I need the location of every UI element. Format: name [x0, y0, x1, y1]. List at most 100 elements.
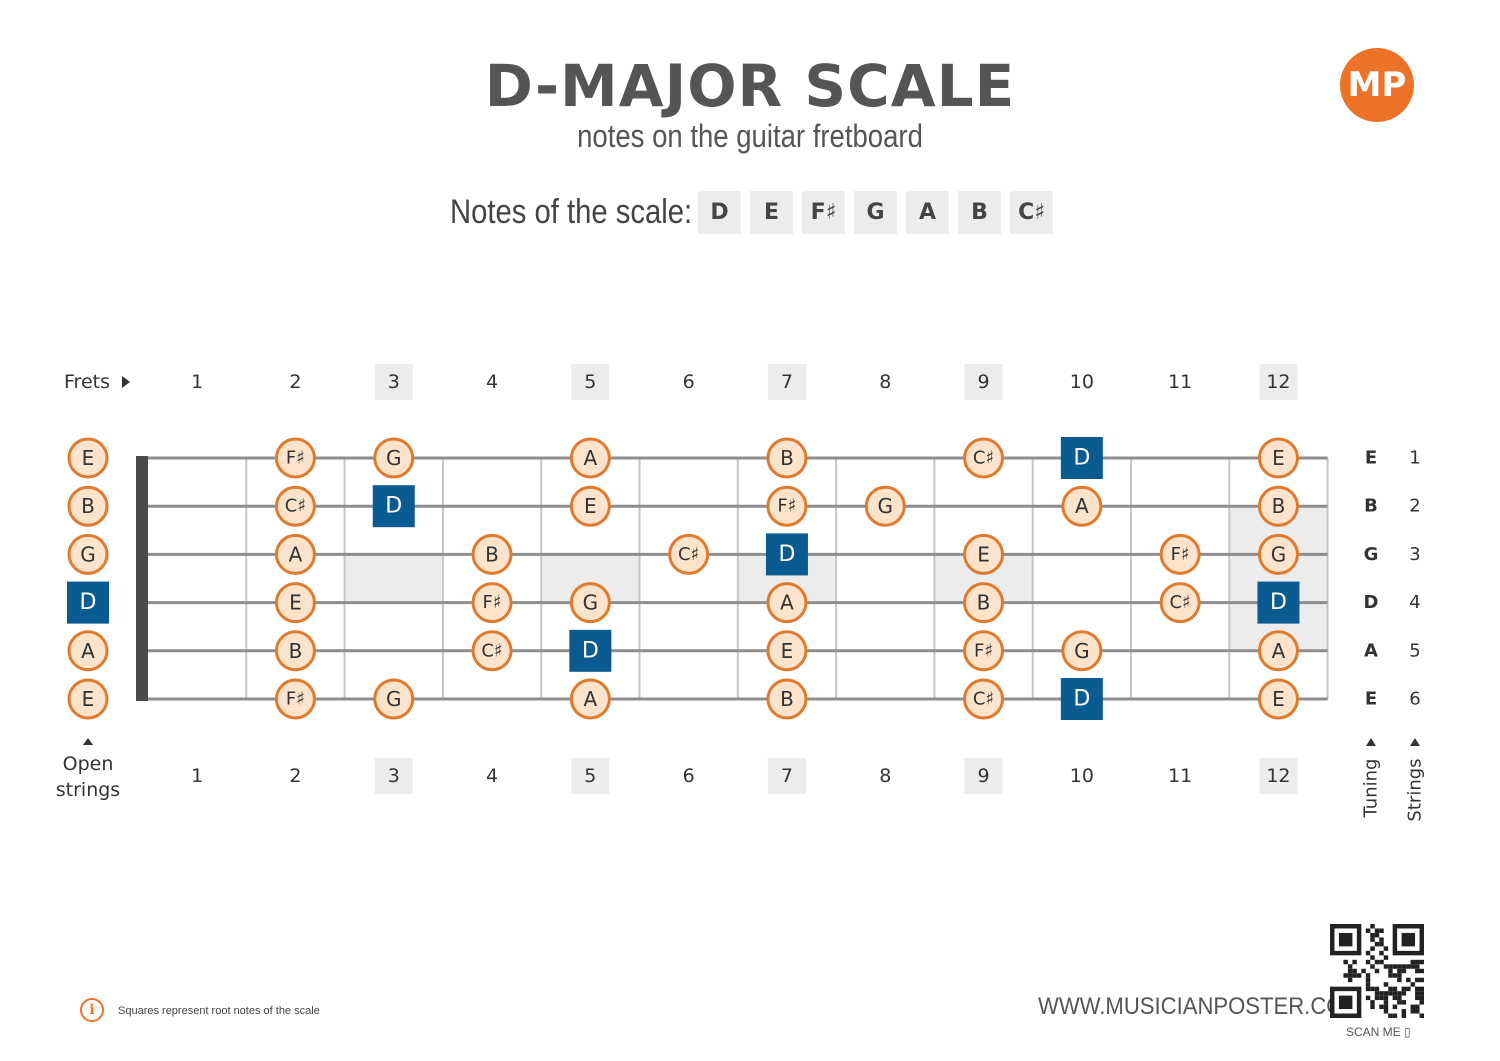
qr-module — [1410, 1009, 1416, 1014]
root-note-label: D — [385, 494, 402, 519]
page-subtitle: notes on the guitar fretboard — [577, 118, 923, 154]
note-label: C♯ — [285, 496, 306, 517]
note-label: A — [1075, 494, 1089, 518]
note-circle — [67, 678, 109, 720]
qr-module — [1352, 968, 1357, 974]
string-number: 4 — [1409, 592, 1420, 613]
note-circle — [274, 437, 316, 479]
open-strings-label: strings — [56, 779, 120, 801]
scale-note: F♯ — [802, 190, 845, 234]
qr-module — [1415, 1009, 1420, 1014]
tuning-note: G — [1364, 544, 1379, 565]
note-circle — [1257, 485, 1299, 527]
qr-module — [1370, 1004, 1375, 1010]
qr-module — [1419, 968, 1424, 974]
string-number: 3 — [1409, 544, 1420, 565]
note-label: E — [977, 542, 990, 566]
qr-module — [1388, 973, 1393, 978]
note-circle — [373, 437, 415, 479]
note-circle — [766, 630, 808, 672]
fret-number-highlight — [571, 758, 610, 794]
nut — [136, 456, 148, 701]
page-title: D-MAJOR SCALE — [484, 52, 1016, 120]
fret-number: 11 — [1168, 371, 1192, 393]
qr-code-icon[interactable] — [1330, 924, 1424, 1018]
fret-number: 1 — [191, 371, 203, 393]
note-label: B — [289, 639, 303, 663]
note-label: G — [1074, 639, 1090, 663]
qr-module — [1370, 986, 1375, 992]
qr-module — [1388, 1013, 1393, 1018]
scale-notes-row: Notes of the scale: D E F♯ G A B C♯ — [450, 190, 1062, 234]
note-circle — [274, 485, 316, 527]
qr-module — [1365, 982, 1371, 987]
note-label: E — [1272, 687, 1285, 711]
fret-number-highlight — [1259, 758, 1298, 794]
qr-module — [1392, 1004, 1398, 1010]
note-label: G — [1271, 542, 1287, 566]
root-note-label: D — [582, 638, 599, 663]
note-circle — [963, 678, 1005, 720]
qr-module — [1338, 932, 1353, 947]
note-label: G — [583, 591, 599, 615]
note-label: F♯ — [286, 448, 305, 469]
qr-module — [1379, 941, 1384, 947]
note-circle — [864, 485, 906, 527]
qr-module — [1401, 991, 1407, 996]
fret-number-highlight — [1259, 364, 1298, 400]
qr-module — [1392, 986, 1398, 992]
qr-module — [1347, 968, 1353, 974]
qr-module — [1374, 986, 1380, 992]
qr-module — [1397, 1000, 1402, 1005]
website-link[interactable]: WWW.MUSICIANPOSTER.COM — [1038, 993, 1362, 1020]
fret-number: 4 — [486, 765, 498, 787]
note-label: C♯ — [481, 640, 502, 661]
note-label: E — [82, 446, 95, 470]
qr-module — [1410, 1004, 1416, 1010]
fret-number: 7 — [781, 765, 793, 787]
qr-module — [1397, 991, 1402, 996]
note-circle — [1061, 485, 1103, 527]
qr-module — [1370, 946, 1375, 951]
qr-module — [1343, 973, 1348, 978]
qr-module — [1347, 973, 1353, 978]
qr-module — [1419, 986, 1424, 992]
qr-module — [1379, 991, 1384, 996]
qr-module — [1406, 986, 1411, 992]
qr-module — [1392, 995, 1398, 1001]
note-circle — [963, 437, 1005, 479]
qr-module — [1401, 932, 1416, 947]
qr-module — [1383, 982, 1389, 987]
qr-module — [1370, 1000, 1375, 1005]
root-note-square — [67, 581, 109, 624]
root-note-square — [1257, 581, 1300, 624]
note-label: C♯ — [678, 544, 699, 565]
qr-module — [1347, 977, 1353, 983]
root-note-square — [569, 629, 612, 672]
note-label: B — [780, 446, 794, 470]
qr-module — [1379, 959, 1384, 965]
note-circle — [668, 533, 710, 575]
note-label: F♯ — [974, 640, 993, 661]
qr-module — [1415, 964, 1420, 969]
qr-module — [1374, 968, 1380, 974]
qr-module — [1370, 937, 1375, 942]
note-circle — [471, 533, 513, 575]
note-circle — [67, 533, 109, 575]
fret-number: 2 — [289, 765, 301, 787]
note-label: C♯ — [973, 448, 994, 469]
root-note-label: D — [1073, 446, 1090, 471]
tuning-note: B — [1364, 496, 1378, 517]
note-label: A — [584, 446, 598, 470]
qr-module — [1374, 995, 1380, 1001]
root-note-square — [372, 485, 415, 528]
fret-number-highlight — [964, 758, 1003, 794]
qr-module — [1361, 968, 1366, 974]
up-arrow-icon — [1366, 738, 1376, 746]
note-circle — [766, 437, 808, 479]
qr-module — [1392, 991, 1398, 996]
qr-module — [1352, 973, 1357, 978]
qr-module — [1397, 964, 1402, 969]
note-circle — [1257, 533, 1299, 575]
fret-number-highlight — [767, 364, 806, 400]
